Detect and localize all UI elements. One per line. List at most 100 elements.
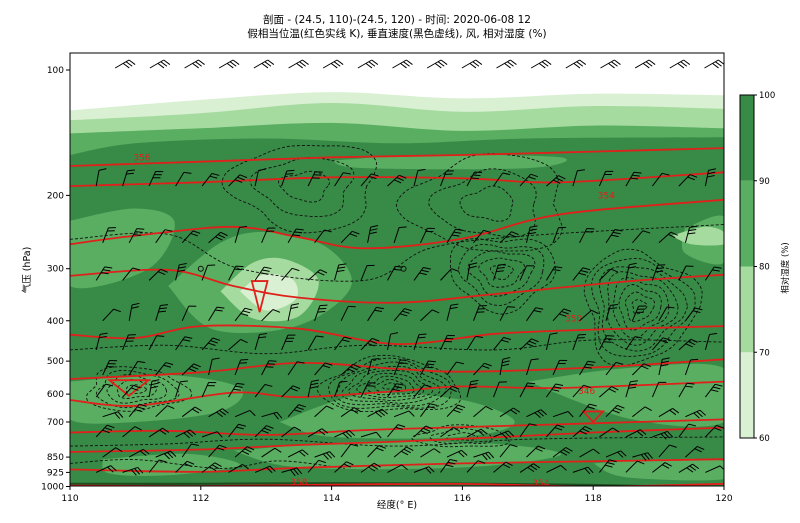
wind-barb [287, 303, 299, 321]
wind-barb [175, 429, 197, 439]
wind-barb [367, 224, 379, 243]
wind-barb [493, 461, 513, 473]
wind-barb [181, 363, 201, 376]
wind-barb [340, 363, 361, 376]
wind-barb [625, 460, 645, 473]
wind-barb [420, 227, 435, 244]
theta-e-closed-contour [250, 280, 269, 313]
wind-barb [413, 333, 427, 351]
wind-barb [261, 360, 277, 376]
wind-barb [652, 430, 674, 440]
wind-barb [148, 335, 165, 351]
omega-contour [221, 145, 378, 234]
wind-barb [605, 303, 619, 321]
wind-barb [201, 337, 221, 351]
wind-barb [367, 357, 380, 376]
wind-barb [148, 379, 160, 398]
wind-barb [572, 169, 585, 187]
wind-barb [360, 382, 376, 398]
wind-barb [545, 383, 564, 398]
y-tick-label: 200 [47, 191, 64, 201]
wind-barb [334, 336, 352, 351]
wind-barb [579, 360, 596, 376]
wind-barb [552, 447, 573, 458]
wind-barb [493, 263, 506, 281]
wind-barb [357, 59, 379, 69]
wind-barb [181, 305, 197, 322]
wind-barb [102, 447, 123, 458]
wind-barb [387, 383, 404, 398]
wind-barb [599, 427, 620, 438]
theta-e-contour [70, 198, 724, 250]
x-tick-label: 114 [323, 494, 340, 504]
wind-barb [148, 459, 167, 473]
x-tick-label: 110 [61, 494, 78, 504]
y-tick-label: 300 [47, 265, 64, 275]
wind-barb [565, 59, 587, 69]
wind-barb [155, 405, 175, 418]
wind-barb [552, 308, 572, 322]
wind-barb [314, 229, 332, 244]
omega-contour [249, 157, 355, 218]
omega-contour [411, 424, 510, 448]
wind-barb [473, 451, 495, 461]
wind-barb [652, 337, 671, 351]
wind-barb [625, 171, 642, 187]
wind-barb [393, 446, 414, 458]
wind-barb [314, 451, 336, 460]
wind-barb [334, 429, 356, 439]
wind-barb [545, 266, 563, 281]
wind-barb [658, 357, 670, 376]
wind-barb [669, 59, 691, 69]
wind-barb [128, 448, 150, 458]
omega-contour [356, 372, 424, 399]
wind-barb [530, 59, 552, 69]
wind-barb [340, 443, 359, 458]
x-tick-label: 116 [454, 494, 471, 504]
wind-barb [704, 332, 718, 351]
wind-barb [652, 462, 672, 473]
wind-barb [599, 386, 619, 398]
wind-barb [228, 265, 244, 281]
wind-barb [631, 305, 647, 321]
wind-barb [122, 466, 144, 476]
wind-barb [678, 423, 697, 438]
wind-barb [281, 426, 302, 438]
omega-contour [382, 382, 399, 390]
wind-barb [218, 59, 240, 69]
wind-barb [600, 59, 621, 69]
x-axis-label: 经度(° E) [377, 499, 417, 511]
wind-barb [387, 265, 403, 281]
wind-barb [473, 229, 492, 244]
wind-barb [288, 59, 309, 69]
wind-barb [254, 266, 272, 281]
wind-barb [420, 360, 436, 376]
omega-contour [348, 369, 434, 401]
wind-barb [155, 229, 173, 244]
wind-barb [678, 174, 698, 187]
wind-barb [261, 309, 281, 322]
colorbar: 60 70 80 90 100 [739, 91, 775, 444]
wind-barb [148, 427, 170, 438]
wind-barb [228, 338, 248, 351]
wind-barb [201, 264, 216, 281]
plot-frame [69, 52, 725, 487]
wind-barb [651, 264, 666, 281]
wind-barb [287, 228, 304, 244]
wind-barb [496, 59, 517, 69]
wind-barb [678, 338, 698, 351]
theta-e-contour [70, 426, 724, 453]
omega-contour [395, 153, 563, 252]
wind-barb [572, 267, 591, 281]
wind-barb [122, 334, 136, 351]
wind-barb [360, 264, 375, 281]
wind-barb [519, 382, 536, 398]
omega-contour [599, 266, 689, 352]
y-tick-label: 600 [47, 390, 64, 400]
wind-barb [685, 307, 703, 322]
wind-barbs [95, 59, 724, 477]
wind-barb [526, 225, 538, 243]
wind-barb [387, 174, 407, 187]
wind-barb [208, 306, 225, 322]
